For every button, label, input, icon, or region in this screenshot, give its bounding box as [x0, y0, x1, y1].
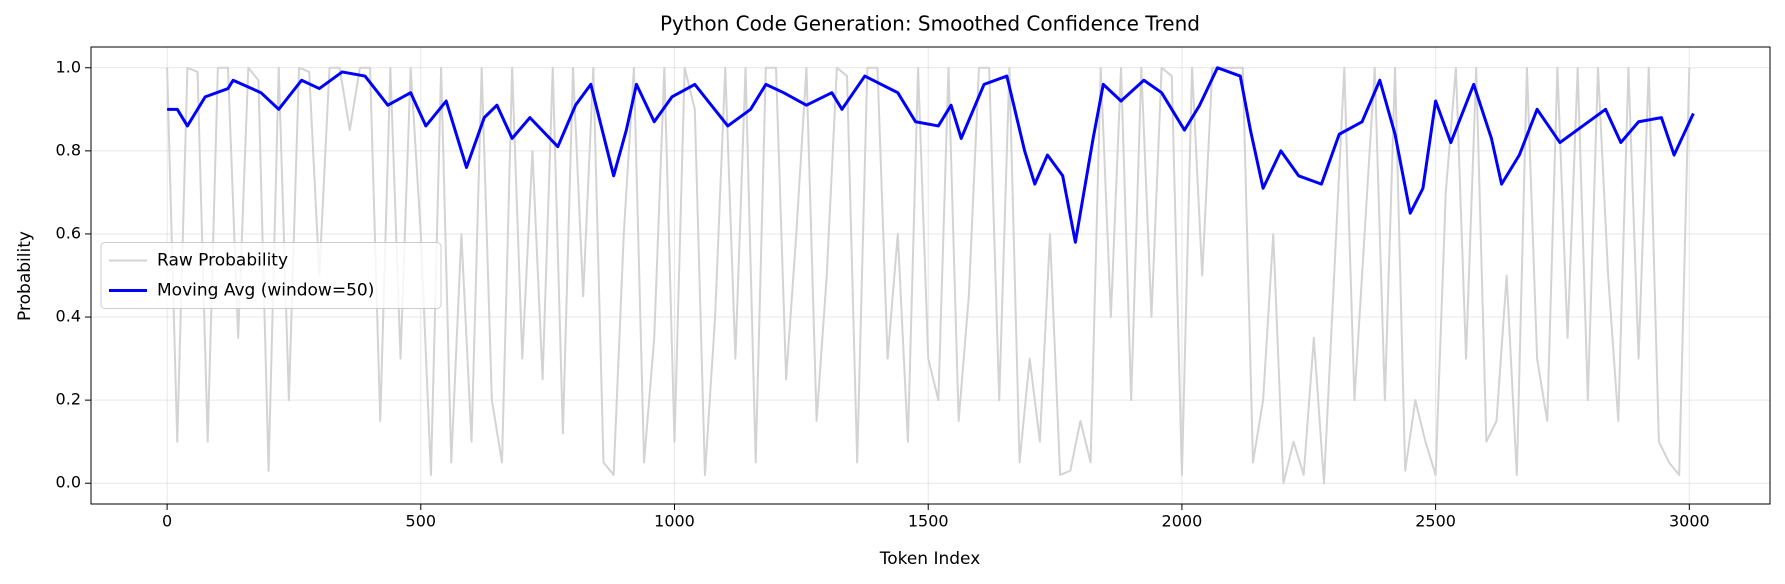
y-tick-label: 0.6 [56, 223, 81, 242]
y-tick-label: 0.8 [56, 140, 81, 159]
chart-title: Python Code Generation: Smoothed Confide… [660, 12, 1200, 36]
x-axis-label: Token Index [879, 549, 981, 569]
x-tick-label: 3000 [1669, 512, 1710, 531]
series-line [167, 66, 1695, 244]
y-tick-label: 0.4 [56, 307, 81, 326]
legend [100, 242, 442, 309]
legend-label: Moving Avg (window=50) [157, 281, 374, 301]
series-line [166, 66, 1691, 485]
x-tick-label: 1000 [654, 512, 695, 531]
x-tick-label: 0 [162, 512, 172, 531]
y-tick-label: 0.0 [56, 473, 81, 492]
x-tick-label: 2500 [1415, 512, 1456, 531]
x-tick-label: 1500 [908, 512, 949, 531]
y-tick-label: 0.2 [56, 390, 81, 409]
x-tick-label: 500 [406, 512, 437, 531]
x-tick-label: 2000 [1162, 512, 1203, 531]
legend-label: Raw Probability [157, 251, 288, 271]
plot-frame [90, 46, 1771, 505]
y-tick-label: 1.0 [56, 57, 81, 76]
y-axis-label: Probability [15, 231, 35, 321]
